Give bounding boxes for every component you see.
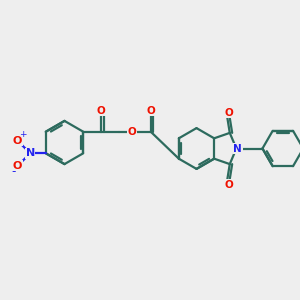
Text: O: O xyxy=(13,161,22,171)
Text: O: O xyxy=(128,127,136,137)
Text: -: - xyxy=(11,165,15,178)
Text: O: O xyxy=(146,106,155,116)
Text: O: O xyxy=(224,107,233,118)
Text: O: O xyxy=(97,106,106,116)
Text: N: N xyxy=(233,143,242,154)
Text: O: O xyxy=(224,179,233,190)
Text: +: + xyxy=(19,130,27,139)
Text: N: N xyxy=(26,148,35,158)
Text: O: O xyxy=(13,136,22,146)
